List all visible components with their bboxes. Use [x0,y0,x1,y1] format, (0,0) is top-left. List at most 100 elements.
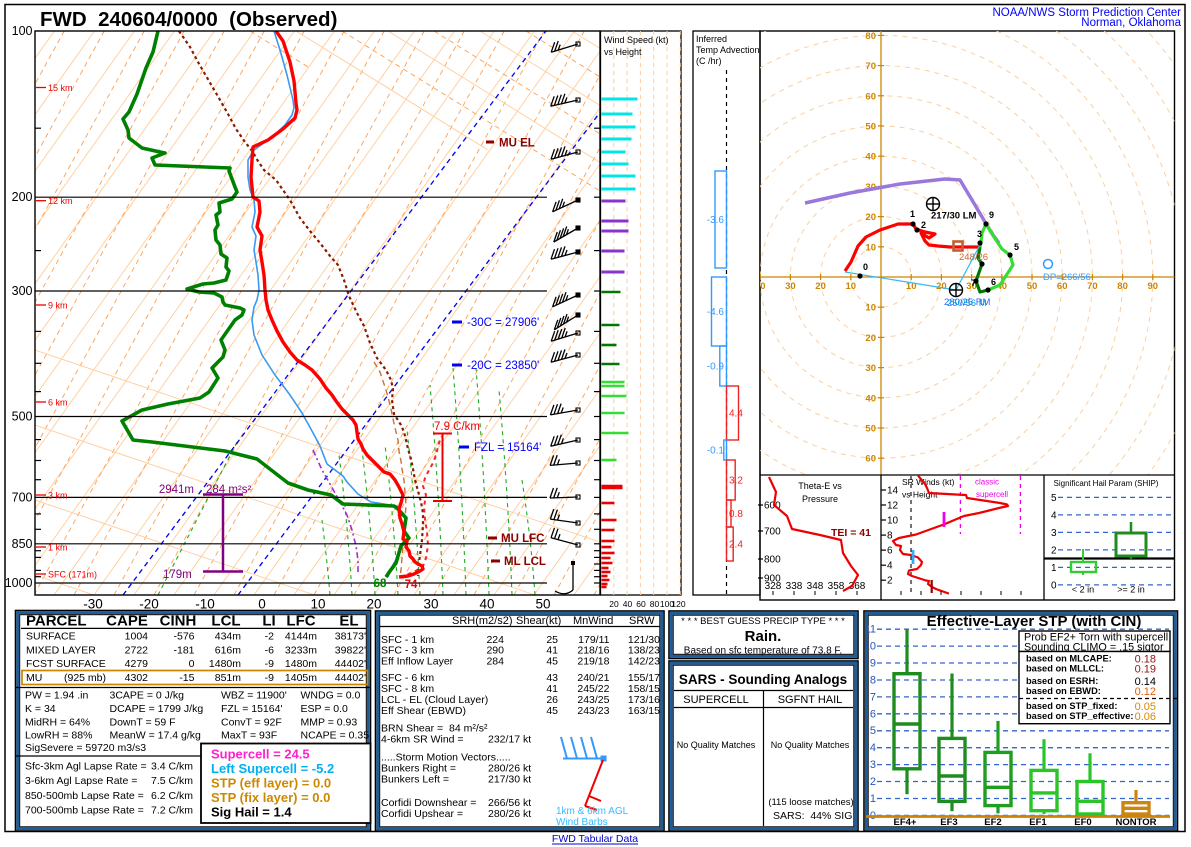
svg-text:217/30 LM: 217/30 LM [931,211,976,222]
svg-text:20: 20 [609,599,619,609]
svg-text:2: 2 [1051,545,1057,556]
svg-text:80: 80 [1117,281,1128,292]
svg-text:3 km: 3 km [48,491,68,501]
svg-text:No Quality Matches: No Quality Matches [771,740,850,750]
svg-text:3CAPE = 0 J/kg: 3CAPE = 0 J/kg [110,690,185,702]
svg-text:SARS: 44% SIG: SARS: 44% SIG [773,810,852,822]
svg-text:41: 41 [546,683,558,695]
svg-text:CINH: CINH [160,613,197,630]
svg-text:4.4: 4.4 [729,409,743,420]
svg-text:163/15: 163/15 [628,705,660,717]
svg-text:-576: -576 [173,631,194,643]
svg-text:NONTOR: NONTOR [1116,817,1157,828]
svg-text:142/23: 142/23 [628,656,660,668]
svg-text:20: 20 [815,281,826,292]
svg-text:280/25 RM: 280/25 RM [944,297,991,308]
svg-text:Sfc-3km Agl Lapse Rate =: Sfc-3km Agl Lapse Rate = [25,761,147,773]
svg-text:Temp Advection: Temp Advection [696,45,760,55]
svg-text:FZL = 15164': FZL = 15164' [221,703,282,715]
svg-text:70: 70 [865,61,876,72]
svg-text:0.19: 0.19 [1135,664,1156,676]
svg-text:Theta-E vs: Theta-E vs [798,481,842,491]
svg-text:MU: MU [26,672,42,684]
svg-text:38173': 38173' [335,631,366,643]
svg-text:20: 20 [865,212,876,223]
svg-text:1000: 1000 [5,576,33,590]
svg-text:348: 348 [807,581,824,592]
svg-text:LCL - EL (Cloud Layer): LCL - EL (Cloud Layer) [381,694,488,706]
svg-text:-0.1: -0.1 [707,446,725,457]
svg-text:40: 40 [865,152,876,163]
svg-text:300: 300 [12,284,33,298]
svg-text:40: 40 [479,597,494,612]
svg-text:SFC - 1 km: SFC - 1 km [381,634,434,646]
svg-text:2: 2 [921,220,926,230]
svg-text:39822': 39822' [335,644,366,656]
svg-text:PARCEL: PARCEL [26,613,87,630]
svg-text:500: 500 [12,410,33,424]
svg-text:248/26: 248/26 [959,252,988,263]
svg-text:30: 30 [966,281,977,292]
svg-text:10: 10 [846,281,857,292]
svg-text:10: 10 [906,281,917,292]
svg-text:158/15: 158/15 [628,683,660,695]
svg-text:STP (eff layer) = 0.0: STP (eff layer) = 0.0 [211,776,331,791]
svg-text:PW = 1.94 .in: PW = 1.94 .in [25,690,88,702]
svg-text:0: 0 [189,658,195,670]
svg-text:-2: -2 [265,631,274,643]
svg-text:K = 34: K = 34 [25,703,56,715]
svg-text:SFC - 6 km: SFC - 6 km [381,672,434,684]
svg-text:LFC: LFC [286,613,315,630]
svg-text:26: 26 [546,694,558,706]
svg-text:MU EL: MU EL [499,138,535,150]
svg-text:40: 40 [865,393,876,404]
svg-text:10: 10 [887,516,899,527]
svg-text:CAPE: CAPE [106,613,148,630]
svg-text:FCST SURFACE: FCST SURFACE [26,658,106,670]
svg-text:MIXED LAYER: MIXED LAYER [26,644,96,656]
svg-text:FWD 240604/0000 (Observed): FWD 240604/0000 (Observed) [40,8,337,31]
svg-text:90: 90 [1148,281,1159,292]
svg-text:284 m²s²: 284 m²s² [206,484,252,496]
svg-text:358: 358 [828,581,845,592]
svg-text:40: 40 [755,281,766,292]
svg-text:43: 43 [546,672,558,684]
svg-text:0.12: 0.12 [1135,686,1156,698]
svg-text:179m: 179m [163,569,192,581]
svg-text:MMP = 0.93: MMP = 0.93 [301,716,358,728]
svg-text:vs Height: vs Height [604,47,642,57]
svg-text:4-6km SR Wind =: 4-6km SR Wind = [381,734,464,746]
svg-text:2.4: 2.4 [729,540,743,551]
svg-text:179/11: 179/11 [578,634,609,646]
svg-text:ML LCL: ML LCL [504,556,546,568]
svg-text:20: 20 [366,597,381,612]
svg-text:1km & 6km AGL: 1km & 6km AGL [556,806,629,817]
svg-text:-9: -9 [265,672,274,684]
svg-text:based on STP_effective:: based on STP_effective: [1026,711,1133,721]
svg-text:3.2: 3.2 [729,476,743,487]
svg-text:LI: LI [262,613,275,630]
svg-text:Corfidi Upshear =: Corfidi Upshear = [381,808,463,820]
svg-text:EF3: EF3 [940,817,957,828]
svg-text:328: 328 [765,581,782,592]
svg-text:30: 30 [865,182,876,193]
svg-text:SR Winds (kt): SR Winds (kt) [902,477,955,487]
svg-text:SRW: SRW [629,615,655,627]
svg-text:SFC - 3 km: SFC - 3 km [381,645,434,657]
svg-text:Wind Speed (kt): Wind Speed (kt) [604,35,669,45]
svg-text:30: 30 [865,363,876,374]
svg-text:218/16: 218/16 [577,645,609,657]
svg-text:40: 40 [997,281,1008,292]
svg-text:Corfidi Downshear =: Corfidi Downshear = [381,797,476,809]
svg-text:Sounding CLIMO = .15 sigtor: Sounding CLIMO = .15 sigtor [1024,641,1164,653]
svg-text:50: 50 [865,122,876,133]
svg-text:6: 6 [991,277,996,287]
svg-text:Eff Shear (EBWD): Eff Shear (EBWD) [381,705,466,717]
svg-text:EF0: EF0 [1074,817,1091,828]
svg-text:-6: -6 [265,644,274,656]
svg-text:FZL = 15164': FZL = 15164' [474,442,541,454]
svg-text:8: 8 [887,531,893,542]
svg-text:BRN Shear = 84 m²/s²: BRN Shear = 84 m²/s² [381,723,488,735]
svg-text:Sig Hail = 1.4: Sig Hail = 1.4 [211,805,292,820]
svg-text:138/23: 138/23 [628,645,660,657]
